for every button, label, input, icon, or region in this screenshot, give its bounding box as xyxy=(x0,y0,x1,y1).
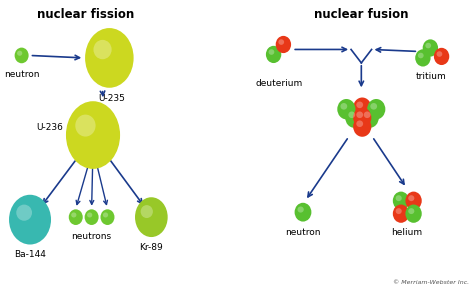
Ellipse shape xyxy=(415,49,430,66)
Ellipse shape xyxy=(345,107,364,128)
Ellipse shape xyxy=(353,116,371,137)
Ellipse shape xyxy=(276,36,291,53)
Ellipse shape xyxy=(348,111,355,118)
Text: Ba-144: Ba-144 xyxy=(14,251,46,260)
Ellipse shape xyxy=(75,115,96,137)
Ellipse shape xyxy=(393,204,409,223)
Ellipse shape xyxy=(396,208,402,214)
Ellipse shape xyxy=(423,39,438,57)
Ellipse shape xyxy=(364,111,371,118)
Text: deuterium: deuterium xyxy=(255,79,302,88)
Ellipse shape xyxy=(353,97,371,118)
Ellipse shape xyxy=(141,205,153,218)
Text: Kr-89: Kr-89 xyxy=(139,243,163,252)
Text: neutrons: neutrons xyxy=(72,232,112,241)
Ellipse shape xyxy=(266,46,281,63)
Ellipse shape xyxy=(135,197,168,237)
Ellipse shape xyxy=(356,120,363,127)
Ellipse shape xyxy=(103,212,108,218)
Ellipse shape xyxy=(337,99,356,119)
Ellipse shape xyxy=(353,107,371,128)
Ellipse shape xyxy=(425,43,431,48)
Ellipse shape xyxy=(295,203,311,222)
Ellipse shape xyxy=(408,208,414,214)
Ellipse shape xyxy=(361,107,379,128)
Text: tritium: tritium xyxy=(416,72,447,81)
Ellipse shape xyxy=(418,53,424,58)
Ellipse shape xyxy=(340,103,347,110)
Ellipse shape xyxy=(434,48,449,65)
Ellipse shape xyxy=(278,39,284,45)
Ellipse shape xyxy=(437,51,442,57)
Text: U-235: U-235 xyxy=(98,94,125,103)
Ellipse shape xyxy=(93,40,112,59)
Text: helium: helium xyxy=(391,228,422,237)
Ellipse shape xyxy=(356,111,363,118)
Ellipse shape xyxy=(408,195,414,201)
Ellipse shape xyxy=(71,212,76,218)
Text: neutron: neutron xyxy=(285,228,321,237)
Ellipse shape xyxy=(405,204,422,223)
Ellipse shape xyxy=(69,209,83,225)
Ellipse shape xyxy=(367,99,385,119)
Ellipse shape xyxy=(16,204,32,221)
Ellipse shape xyxy=(66,101,120,169)
Ellipse shape xyxy=(85,28,134,88)
Ellipse shape xyxy=(396,195,402,201)
Ellipse shape xyxy=(269,49,274,55)
Text: neutron: neutron xyxy=(4,70,39,79)
Ellipse shape xyxy=(298,206,304,213)
Text: nuclear fusion: nuclear fusion xyxy=(314,8,409,21)
Ellipse shape xyxy=(100,209,115,225)
Ellipse shape xyxy=(370,103,377,110)
Text: nuclear fission: nuclear fission xyxy=(37,8,135,21)
Ellipse shape xyxy=(87,212,92,218)
Ellipse shape xyxy=(9,195,51,244)
Ellipse shape xyxy=(393,192,409,210)
Ellipse shape xyxy=(15,48,28,63)
Ellipse shape xyxy=(405,192,422,210)
Text: U-236: U-236 xyxy=(37,123,64,132)
Ellipse shape xyxy=(356,102,363,108)
Text: © Merriam-Webster Inc.: © Merriam-Webster Inc. xyxy=(393,280,470,285)
Ellipse shape xyxy=(17,51,22,56)
Ellipse shape xyxy=(85,209,99,225)
